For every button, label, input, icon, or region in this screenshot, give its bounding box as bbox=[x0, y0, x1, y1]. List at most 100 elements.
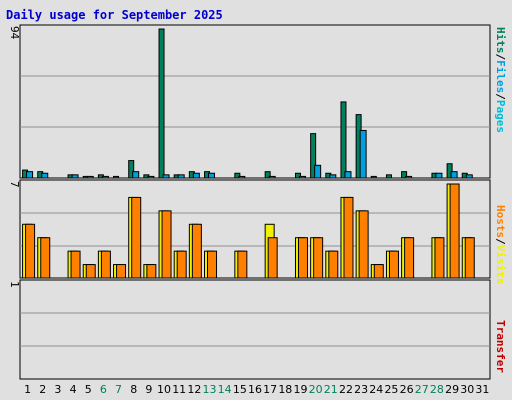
bar-files-30 bbox=[465, 174, 473, 179]
bar-hosts-21 bbox=[328, 250, 339, 279]
side-label-hosts-visits-part-3: Visits bbox=[494, 245, 507, 285]
bar-files-26 bbox=[405, 175, 413, 179]
bar-files-28 bbox=[435, 172, 443, 179]
day-label-6: 6 bbox=[100, 383, 107, 396]
ytick-label-1: 94 bbox=[8, 26, 21, 40]
day-label-15: 15 bbox=[233, 383, 247, 396]
day-label-4: 4 bbox=[70, 383, 77, 396]
bar-hosts-19 bbox=[297, 237, 308, 279]
bar-hosts-5 bbox=[85, 264, 96, 279]
bar-files-17 bbox=[268, 175, 276, 179]
chart-title: Daily usage for September 2025 bbox=[6, 8, 223, 22]
bar-hosts-12 bbox=[191, 223, 202, 279]
side-label-hits-files-pages: Hits/Files/Pages bbox=[494, 27, 507, 133]
bar-files-2 bbox=[41, 172, 49, 179]
day-label-19: 19 bbox=[293, 383, 307, 396]
day-label-2: 2 bbox=[39, 383, 46, 396]
day-label-14: 14 bbox=[218, 383, 232, 396]
bar-hosts-24 bbox=[373, 264, 384, 279]
day-label-3: 3 bbox=[54, 383, 61, 396]
bar-hits-10 bbox=[158, 28, 165, 179]
bar-files-12 bbox=[192, 172, 200, 179]
side-label-hits-files-pages-part-4: / bbox=[494, 93, 507, 100]
bar-files-9 bbox=[147, 175, 155, 179]
day-label-12: 12 bbox=[187, 383, 201, 396]
bar-hits-15 bbox=[234, 172, 241, 179]
bar-files-21 bbox=[329, 174, 337, 179]
bar-files-23 bbox=[359, 129, 367, 179]
side-label-hits-files-pages-part-2: / bbox=[494, 54, 507, 61]
bar-hosts-25 bbox=[388, 250, 399, 279]
side-label-hosts-visits-part-2: / bbox=[494, 238, 507, 245]
bar-files-19 bbox=[298, 175, 306, 179]
day-label-27: 27 bbox=[415, 383, 429, 396]
bar-hits-29 bbox=[446, 163, 453, 179]
bar-hosts-28 bbox=[434, 237, 445, 279]
bar-files-29 bbox=[450, 171, 458, 179]
bar-files-22 bbox=[344, 171, 352, 179]
day-label-25: 25 bbox=[384, 383, 398, 396]
bar-hits-22 bbox=[340, 101, 347, 179]
panel-frame-2 bbox=[19, 179, 491, 279]
day-label-26: 26 bbox=[400, 383, 414, 396]
bar-hosts-17 bbox=[267, 237, 278, 279]
day-label-29: 29 bbox=[445, 383, 459, 396]
bar-hits-26 bbox=[401, 171, 408, 179]
bar-hosts-9 bbox=[146, 264, 157, 279]
day-label-22: 22 bbox=[339, 383, 353, 396]
bar-files-1 bbox=[26, 171, 34, 179]
side-label-hits-files-pages-part-5: Pages bbox=[494, 100, 507, 133]
bar-hosts-7 bbox=[116, 264, 127, 279]
side-label-transfer-part-1: Transfer bbox=[494, 320, 507, 373]
day-label-21: 21 bbox=[324, 383, 338, 396]
bar-hits-7 bbox=[113, 175, 120, 179]
day-label-16: 16 bbox=[248, 383, 262, 396]
day-label-9: 9 bbox=[145, 383, 152, 396]
day-label-1: 1 bbox=[24, 383, 31, 396]
panel-frame-1 bbox=[19, 24, 491, 179]
bar-files-6 bbox=[101, 175, 109, 179]
day-label-23: 23 bbox=[354, 383, 368, 396]
day-label-17: 17 bbox=[263, 383, 277, 396]
bar-hits-20 bbox=[310, 133, 317, 179]
side-label-transfer: Transfer bbox=[494, 320, 507, 373]
day-label-11: 11 bbox=[172, 383, 186, 396]
bar-files-15 bbox=[238, 175, 246, 179]
bar-files-11 bbox=[177, 174, 185, 179]
day-label-5: 5 bbox=[85, 383, 92, 396]
bar-hosts-13 bbox=[207, 250, 218, 279]
bar-files-10 bbox=[162, 174, 170, 179]
day-label-20: 20 bbox=[309, 383, 323, 396]
bar-hits-24 bbox=[370, 175, 377, 179]
day-label-31: 31 bbox=[475, 383, 489, 396]
bar-hits-8 bbox=[128, 160, 135, 179]
day-label-18: 18 bbox=[278, 383, 292, 396]
bar-hits-17 bbox=[264, 171, 271, 179]
bar-hosts-2 bbox=[40, 237, 51, 279]
bar-hosts-4 bbox=[70, 250, 81, 279]
day-label-13: 13 bbox=[203, 383, 217, 396]
bar-hits-19 bbox=[294, 172, 301, 179]
bar-hosts-23 bbox=[358, 210, 369, 279]
side-label-hosts-visits: Hosts/Visits bbox=[494, 205, 507, 285]
side-label-hits-files-pages-part-1: Hits bbox=[494, 27, 507, 54]
bar-files-13 bbox=[208, 172, 216, 179]
day-label-8: 8 bbox=[130, 383, 137, 396]
bar-hosts-26 bbox=[404, 237, 415, 279]
side-label-hits-files-pages-part-3: Files bbox=[494, 60, 507, 93]
day-label-30: 30 bbox=[460, 383, 474, 396]
bar-hosts-20 bbox=[313, 237, 324, 279]
day-label-7: 7 bbox=[115, 383, 122, 396]
day-label-10: 10 bbox=[157, 383, 171, 396]
panel-frame-3 bbox=[19, 279, 491, 380]
bar-hosts-15 bbox=[237, 250, 248, 279]
bar-files-4 bbox=[71, 174, 79, 179]
bar-hosts-11 bbox=[176, 250, 187, 279]
bar-hosts-29 bbox=[449, 183, 460, 279]
day-label-24: 24 bbox=[369, 383, 383, 396]
side-label-hosts-visits-part-1: Hosts bbox=[494, 205, 507, 238]
ytick-label-3: 1 bbox=[8, 281, 21, 288]
bar-files-8 bbox=[132, 171, 140, 179]
bar-files-20 bbox=[314, 164, 322, 179]
